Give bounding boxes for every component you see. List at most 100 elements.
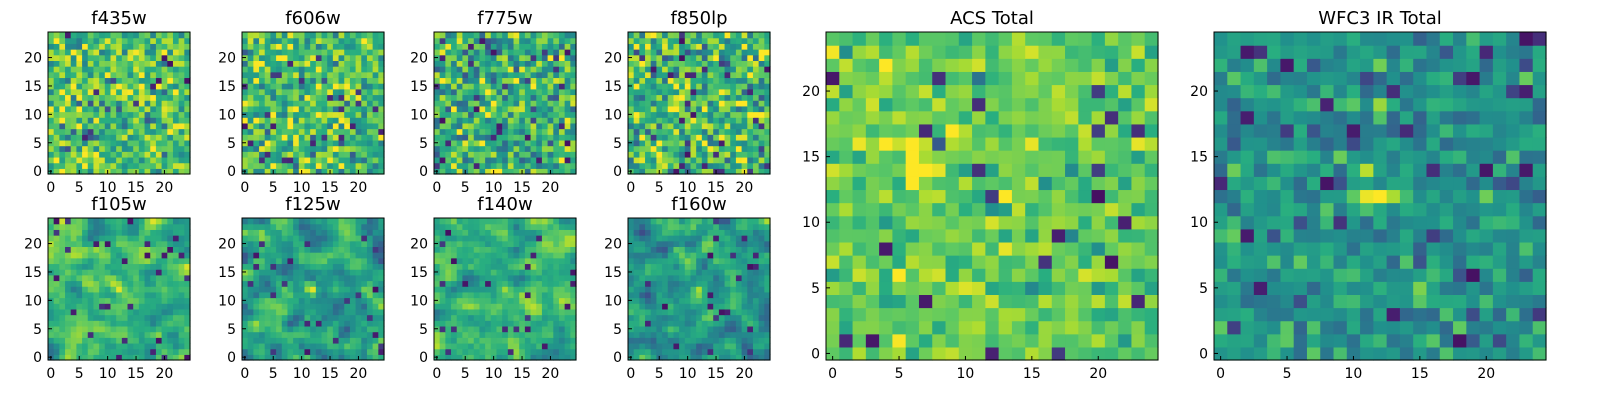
panel-title: f125w xyxy=(285,194,340,215)
heatmap-cell xyxy=(747,354,754,361)
heatmap-cell xyxy=(247,134,254,141)
heatmap-cell xyxy=(110,88,117,96)
heatmap-cell xyxy=(547,111,554,118)
heatmap-cell xyxy=(87,257,95,265)
heatmap-cell xyxy=(564,342,571,350)
heatmap-cell xyxy=(133,337,140,344)
heatmap-cell xyxy=(378,168,385,175)
heatmap-cell xyxy=(650,145,657,152)
heatmap-cell xyxy=(713,280,720,287)
heatmap-cell xyxy=(434,235,441,242)
heatmap-cell xyxy=(639,32,646,39)
heatmap-cell xyxy=(639,280,646,287)
heatmap-cell xyxy=(366,60,374,67)
heatmap-cell xyxy=(690,280,697,287)
heatmap-cell xyxy=(536,128,543,135)
x-tick-label: 20 xyxy=(156,180,174,196)
heatmap-cell xyxy=(104,218,112,225)
heatmap-cell xyxy=(138,274,146,282)
heatmap-cell xyxy=(110,348,117,355)
heatmap-cell xyxy=(502,280,509,287)
heatmap-cell xyxy=(87,66,95,73)
heatmap-cell xyxy=(253,111,260,118)
heatmap-cell xyxy=(93,100,100,107)
heatmap-cell xyxy=(530,218,537,225)
heatmap-cell xyxy=(298,54,306,61)
heatmap-cell xyxy=(547,100,554,107)
heatmap-cell xyxy=(547,122,554,130)
heatmap-cell xyxy=(150,223,157,230)
x-tick-label: 20 xyxy=(542,180,560,196)
heatmap-cell xyxy=(315,325,323,333)
heatmap-cell xyxy=(536,122,543,130)
heatmap-cell xyxy=(65,286,72,293)
heatmap-cell xyxy=(690,134,697,141)
heatmap-cell xyxy=(490,274,498,282)
heatmap-cell xyxy=(133,162,140,169)
heatmap-cell xyxy=(713,331,720,338)
heatmap-cell xyxy=(462,303,469,310)
heatmap-cell xyxy=(298,303,306,310)
heatmap-cell xyxy=(645,100,652,107)
heatmap-cell xyxy=(679,49,686,56)
heatmap-cell xyxy=(184,139,191,147)
heatmap-cell xyxy=(247,348,254,355)
heatmap-cell xyxy=(507,117,515,124)
heatmap-cell xyxy=(434,156,441,164)
heatmap-cell xyxy=(507,308,515,316)
heatmap-cell xyxy=(172,348,180,355)
heatmap-cell xyxy=(701,274,709,282)
heatmap-cell xyxy=(701,337,709,344)
heatmap-cell xyxy=(558,134,566,141)
heatmap-cell xyxy=(76,43,83,50)
heatmap-cell xyxy=(242,308,249,316)
heatmap-cell xyxy=(70,303,77,310)
heatmap-cell xyxy=(507,280,515,287)
heatmap-cell xyxy=(479,297,486,304)
heatmap-cell xyxy=(70,111,77,118)
heatmap-cell xyxy=(662,151,669,158)
heatmap-cell xyxy=(524,274,532,282)
heatmap-cell xyxy=(70,66,77,73)
heatmap-cell xyxy=(462,111,469,118)
heatmap-cell xyxy=(633,168,640,175)
heatmap-cell xyxy=(93,235,100,242)
heatmap-cell xyxy=(264,43,271,50)
heatmap-cell xyxy=(547,128,554,135)
heatmap-cell xyxy=(270,240,277,247)
heatmap-cell xyxy=(48,320,55,327)
heatmap-cell xyxy=(327,235,334,242)
heatmap-cell xyxy=(667,337,675,344)
heatmap-cell xyxy=(327,252,334,259)
heatmap-cell xyxy=(344,37,351,44)
heatmap-cell xyxy=(281,246,289,253)
heatmap-cell xyxy=(178,252,185,259)
heatmap-cell xyxy=(650,325,657,333)
heatmap-cell xyxy=(696,168,703,175)
heatmap-cell xyxy=(519,286,526,293)
heatmap-cell xyxy=(628,331,635,338)
heatmap-cell xyxy=(355,263,362,270)
heatmap-cell xyxy=(378,151,385,158)
x-tick-label: 20 xyxy=(350,180,368,196)
heatmap-cell xyxy=(161,286,168,293)
heatmap-cell xyxy=(321,325,328,333)
heatmap-cell xyxy=(530,308,537,316)
heatmap-cell xyxy=(372,240,379,247)
heatmap-cell xyxy=(462,94,469,101)
heatmap-cell xyxy=(259,252,266,259)
heatmap-cell xyxy=(82,105,89,113)
heatmap-cell xyxy=(366,348,374,355)
heatmap-cell xyxy=(287,320,294,327)
heatmap-cell xyxy=(298,139,306,147)
heatmap-cell xyxy=(639,37,646,44)
heatmap-cell xyxy=(127,229,134,236)
heatmap-cell xyxy=(327,54,334,61)
heatmap-cell xyxy=(338,286,345,293)
heatmap-cell xyxy=(253,168,260,175)
heatmap-cell xyxy=(87,37,95,44)
heatmap-cell xyxy=(104,54,112,61)
heatmap-cell xyxy=(553,37,560,44)
heatmap-cell xyxy=(485,291,492,299)
heatmap-cell xyxy=(59,117,66,124)
